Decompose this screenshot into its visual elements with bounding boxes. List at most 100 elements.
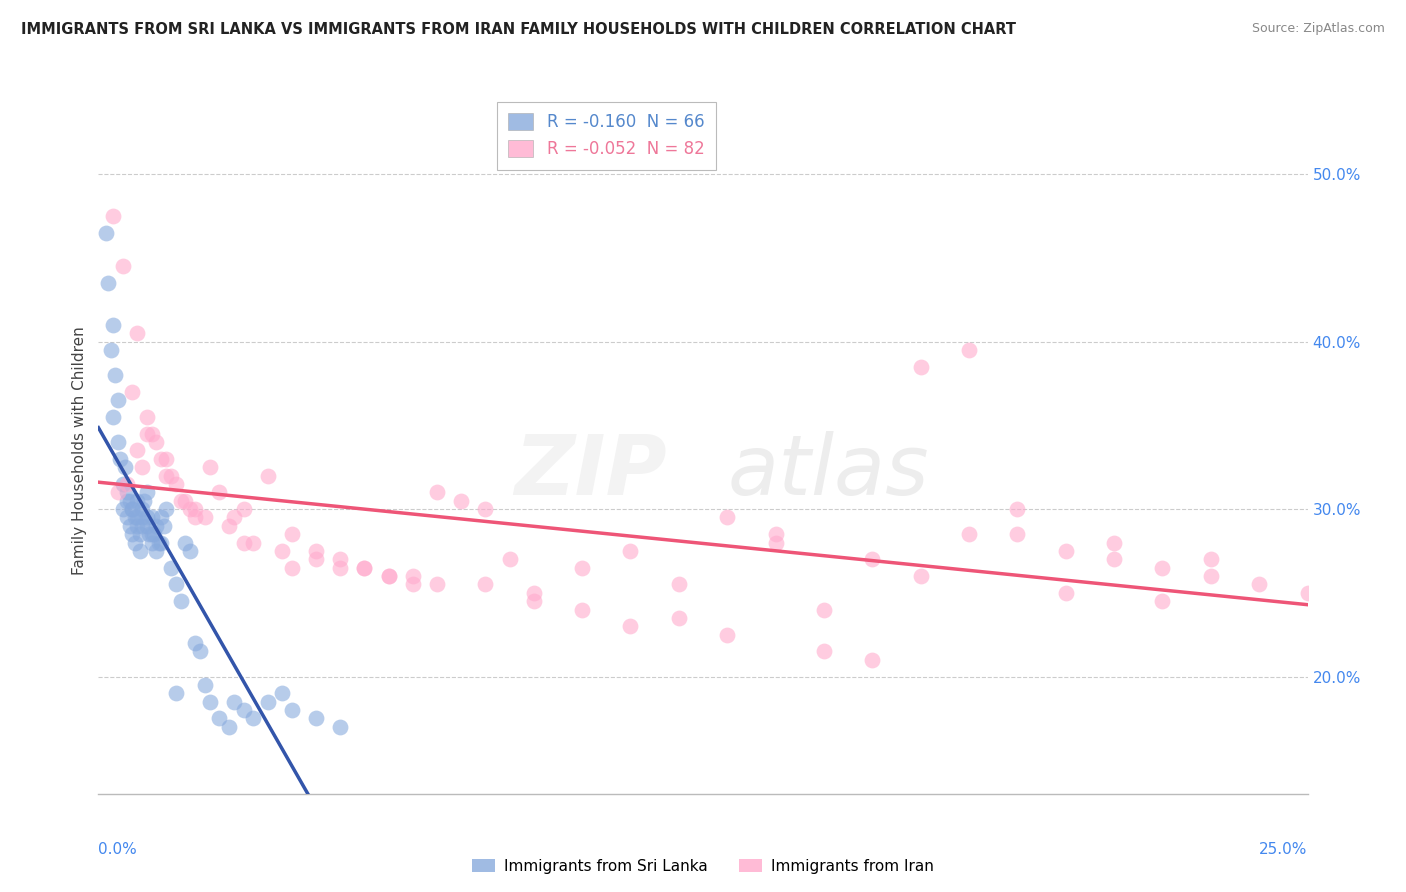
Text: Source: ZipAtlas.com: Source: ZipAtlas.com	[1251, 22, 1385, 36]
Point	[179, 544, 201, 558]
Point	[97, 276, 120, 290]
Point	[150, 510, 173, 524]
Point	[165, 477, 187, 491]
Point	[135, 510, 157, 524]
Point	[619, 544, 641, 558]
Point	[1007, 527, 1029, 541]
Point	[131, 510, 153, 524]
Point	[222, 695, 245, 709]
Point	[450, 493, 472, 508]
Point	[114, 460, 136, 475]
Point	[131, 519, 153, 533]
Point	[101, 318, 124, 332]
Point	[194, 678, 217, 692]
Point	[474, 502, 496, 516]
Point	[160, 468, 183, 483]
Point	[124, 535, 146, 549]
Point	[118, 519, 141, 533]
Point	[127, 326, 149, 341]
Point	[716, 628, 738, 642]
Point	[184, 502, 207, 516]
Point	[143, 527, 166, 541]
Text: 0.0%: 0.0%	[98, 842, 138, 857]
Point	[160, 560, 183, 574]
Point	[281, 527, 304, 541]
Point	[104, 368, 127, 382]
Point	[108, 451, 131, 466]
Point	[148, 535, 170, 549]
Point	[150, 535, 173, 549]
Point	[169, 493, 191, 508]
Point	[141, 426, 163, 441]
Point	[141, 527, 163, 541]
Point	[813, 602, 835, 616]
Point	[101, 409, 124, 424]
Point	[256, 468, 278, 483]
Point	[1007, 502, 1029, 516]
Point	[117, 477, 139, 491]
Point	[860, 552, 883, 566]
Point	[111, 502, 134, 516]
Point	[571, 560, 593, 574]
Point	[305, 552, 328, 566]
Point	[134, 493, 156, 508]
Point	[716, 510, 738, 524]
Point	[198, 460, 221, 475]
Point	[256, 695, 278, 709]
Point	[138, 527, 160, 541]
Point	[208, 711, 231, 725]
Point	[135, 426, 157, 441]
Point	[198, 695, 221, 709]
Point	[498, 552, 520, 566]
Point	[329, 552, 352, 566]
Point	[765, 527, 787, 541]
Point	[128, 527, 150, 541]
Point	[194, 510, 217, 524]
Point	[107, 485, 129, 500]
Point	[523, 594, 546, 608]
Point	[121, 527, 143, 541]
Point	[910, 569, 932, 583]
Point	[117, 485, 139, 500]
Point	[107, 435, 129, 450]
Point	[1199, 552, 1222, 566]
Text: ZIP: ZIP	[515, 431, 666, 512]
Point	[174, 493, 197, 508]
Point	[402, 577, 425, 591]
Point	[124, 510, 146, 524]
Point	[353, 560, 375, 574]
Point	[218, 720, 240, 734]
Point	[127, 519, 149, 533]
Legend: Immigrants from Sri Lanka, Immigrants from Iran: Immigrants from Sri Lanka, Immigrants fr…	[467, 853, 939, 880]
Point	[111, 477, 134, 491]
Point	[1152, 594, 1174, 608]
Legend: R = -0.160  N = 66, R = -0.052  N = 82: R = -0.160 N = 66, R = -0.052 N = 82	[496, 102, 716, 169]
Point	[131, 460, 153, 475]
Point	[426, 485, 449, 500]
Point	[145, 544, 167, 558]
Point	[402, 569, 425, 583]
Point	[668, 577, 690, 591]
Point	[910, 359, 932, 374]
Point	[281, 703, 304, 717]
Point	[135, 519, 157, 533]
Point	[860, 653, 883, 667]
Point	[165, 686, 187, 700]
Point	[127, 493, 149, 508]
Point	[957, 343, 980, 357]
Point	[208, 485, 231, 500]
Point	[131, 502, 153, 516]
Point	[107, 393, 129, 408]
Point	[179, 502, 201, 516]
Point	[523, 586, 546, 600]
Point	[101, 209, 124, 223]
Point	[222, 510, 245, 524]
Point	[1296, 586, 1319, 600]
Point	[145, 435, 167, 450]
Point	[281, 560, 304, 574]
Point	[121, 502, 143, 516]
Point	[169, 594, 191, 608]
Point	[1102, 535, 1125, 549]
Point	[145, 519, 167, 533]
Text: IMMIGRANTS FROM SRI LANKA VS IMMIGRANTS FROM IRAN FAMILY HOUSEHOLDS WITH CHILDRE: IMMIGRANTS FROM SRI LANKA VS IMMIGRANTS …	[21, 22, 1017, 37]
